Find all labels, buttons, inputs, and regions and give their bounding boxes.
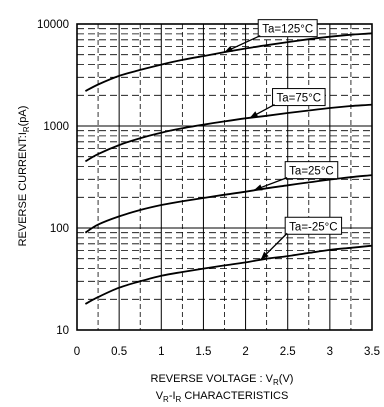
series-line: [84, 244, 373, 305]
x-tick-label: 3: [327, 346, 333, 358]
y-axis-label: REVERSE CURRENT:IR(pA): [17, 106, 31, 247]
x-tick-label: 1.5: [195, 346, 211, 358]
x-tick-label: 2.5: [280, 346, 296, 358]
y-tick-label: 10: [56, 325, 69, 337]
series-label-box: [272, 88, 326, 107]
plot-frame: [76, 23, 373, 331]
series-label: Ta=-25°C: [284, 216, 343, 235]
x-tick-labels: 0 0.5 1 1.5 2 2.5 3 3.5: [74, 346, 380, 358]
series-line: [84, 174, 373, 234]
series-label-box: [257, 19, 318, 38]
series-label-box: [284, 216, 343, 235]
plot-grid: [77, 24, 372, 330]
arrow-head: [249, 111, 259, 118]
series-annotations: Ta=125°C Ta=75°C Ta=25°C Ta=-25°C: [224, 19, 343, 261]
x-tick-label: 2: [242, 346, 248, 358]
y-tick-label: 100: [50, 223, 69, 235]
series-line: [84, 103, 373, 163]
chart-caption: VR-IR CHARACTERISTICS: [156, 390, 289, 404]
arrow-head: [260, 251, 269, 260]
x-axis-label: REVERSE VOLTAGE : VR(V): [151, 373, 294, 387]
x-tick-label: 1: [158, 346, 164, 358]
series-line: [84, 32, 373, 92]
arrow-head: [254, 184, 263, 191]
series-label: Ta=25°C: [284, 161, 339, 180]
series-label-text: Ta=75°C: [277, 93, 322, 105]
series-label-text: Ta=125°C: [262, 24, 313, 36]
series-label: Ta=125°C: [257, 19, 318, 38]
y-tick-labels: 10 100 1000 10000: [37, 19, 69, 337]
x-tick-label: 3.5: [364, 346, 380, 358]
series-label-text: Ta=-25°C: [289, 221, 337, 233]
x-tick-label: 0.5: [111, 346, 127, 358]
x-tick-label: 0: [74, 346, 80, 358]
y-tick-label: 1000: [43, 121, 69, 133]
series-label: Ta=75°C: [272, 88, 326, 107]
series-label-box: [284, 161, 339, 180]
series-label-text: Ta=25°C: [289, 166, 334, 178]
y-tick-label: 10000: [37, 19, 69, 31]
arrow-head: [224, 45, 234, 53]
